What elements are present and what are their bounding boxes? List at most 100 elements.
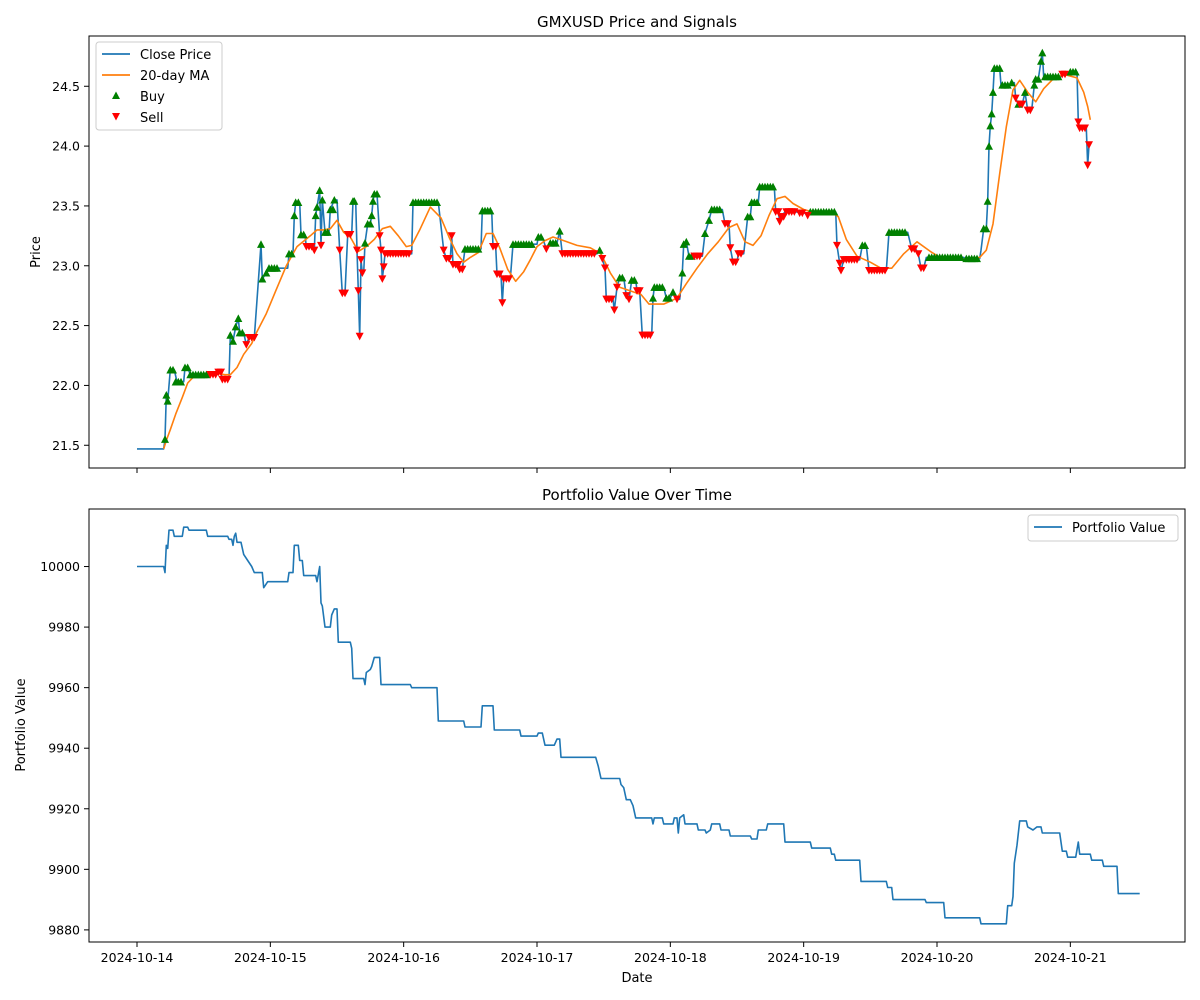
buy-marker [682,237,691,246]
buy-marker [678,268,687,277]
x-tick-label: 2024-10-16 [367,950,440,965]
sell-marker [1026,106,1035,115]
buy-marker [361,239,369,247]
sell-marker [726,244,735,252]
portfolio-chart: Portfolio Value Over Time 9880 9900 9920 99… [14,486,1186,986]
buy-marker [299,230,308,239]
buy-marker [989,88,997,96]
sell-marker [881,266,889,275]
price-y-axis-label: Price [29,236,44,268]
price-chart: GMXUSD Price and Signals 21.5 22.0 22.5 23.… [29,13,1186,473]
sell-marker [377,246,385,255]
sell-marker [1081,124,1089,133]
sell-marker [775,217,784,226]
buy-marker [746,212,755,221]
portfolio-lines [137,526,1140,925]
sell-marker [358,269,367,277]
sell-marker [217,368,225,377]
sell-marker [354,287,363,295]
buy-marker [630,276,639,284]
sell-marker [242,341,251,349]
buy-marker [373,189,381,198]
buy-marker [1030,81,1039,89]
portfolio-y-ticks: 9880 9900 9920 9940 9960 9980 10000 [40,559,89,937]
buy-marker [555,227,564,235]
sell-marker [310,246,319,255]
sell-marker [731,258,740,267]
buy-marker [169,365,177,374]
legend-sell-label: Sell [140,111,163,126]
sell-marker [673,295,681,304]
buy-marker [287,249,296,258]
buy-marker [753,198,761,206]
buy-marker [163,396,172,405]
buy-marker [618,273,627,282]
buy-marker [238,328,247,337]
sell-marker [1074,118,1083,127]
buy-marker [366,219,375,228]
buy-marker [329,205,337,214]
x-tick-label: 2024-10-21 [1034,950,1107,965]
buy-marker [995,64,1004,72]
sell-marker [1011,94,1020,103]
buy-marker [669,288,677,296]
portfolio-y-axis-label: Portfolio Value [14,678,29,771]
portfolio-legend: Portfolio Value [1027,514,1179,542]
buy-marker [226,331,235,339]
sell-marker [317,241,325,250]
portfolio-legend-box [1027,514,1179,542]
sell-marker [355,332,364,341]
portfolio-plot-frame [88,508,1186,943]
sell-marker [774,208,783,216]
price-y-tick-label: 23.5 [52,198,80,213]
buy-marker [486,206,495,215]
sell-marker [598,254,607,263]
buy-marker [290,211,299,220]
buy-marker [658,283,667,291]
buy-marker [649,294,657,302]
buy-marker [1007,78,1016,87]
legend-ma-label: 20-day MA [140,69,209,84]
sell-marker [445,254,453,263]
portfolio-y-tick-label: 9980 [48,620,80,635]
buy-marker [1021,88,1029,96]
buy-marker [1034,75,1043,83]
sell-marker [798,209,807,218]
sell-marker [607,295,616,304]
sell-marker [803,211,812,220]
buy-marker [318,195,327,204]
buy-marker [986,121,995,130]
sell-marker [833,241,841,250]
sell-marker [779,213,788,221]
sell-marker [346,231,355,239]
sell-marker [542,245,551,254]
portfolio-y-tick-label: 9880 [48,922,80,937]
x-tick-label: 2024-10-19 [767,950,840,965]
sell-marker [447,232,456,240]
sell-marker [613,283,621,292]
buy-marker [330,195,339,204]
portfolio-y-tick-label: 10000 [40,559,80,574]
x-tick-label: 2024-10-17 [501,950,574,965]
sell-marker [1085,141,1093,149]
legend-close-label: Close Price [140,48,211,63]
buy-marker [769,182,777,191]
sell-marker [853,256,861,264]
buy-marker [982,224,991,233]
buy-marker [350,197,359,205]
portfolio-y-tick-label: 9900 [48,862,80,877]
buy-marker [273,264,281,272]
sell-marker [378,275,387,283]
price-legend: Close Price 20-day MA Buy Sell [95,41,223,131]
price-y-ticks: 21.5 22.0 22.5 23.0 23.5 24.0 24.5 [52,79,89,453]
sell-marker [353,246,361,255]
price-y-tick-label: 24.0 [52,139,80,154]
buy-marker [313,203,321,211]
sell-marker [491,243,500,251]
buy-marker [985,142,993,150]
buy-marker [262,268,271,277]
sell-marker [405,250,413,258]
buy-marker [665,294,673,302]
price-legend-box [95,41,223,131]
